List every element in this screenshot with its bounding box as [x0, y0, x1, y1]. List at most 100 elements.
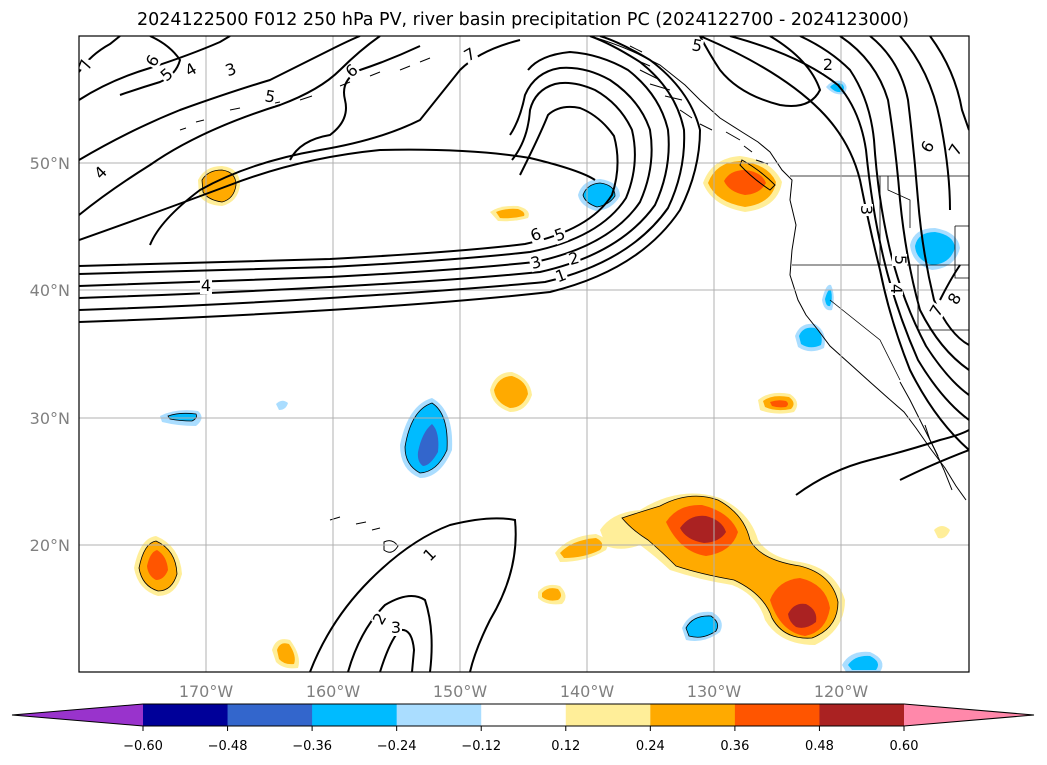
contour-label-bg	[143, 52, 163, 71]
graticule	[79, 36, 969, 672]
positive-anomaly	[788, 603, 817, 628]
negative-anomaly	[848, 655, 878, 670]
positive-anomaly	[934, 526, 950, 539]
contour-label-bg	[552, 267, 570, 286]
contour-label: 2	[823, 55, 833, 74]
pv-contour	[289, 45, 421, 161]
colorbar-label: 0.24	[636, 739, 665, 754]
positive-anomaly	[147, 550, 168, 580]
contour-label-bg	[200, 279, 212, 294]
map-frame	[78, 35, 970, 673]
pv-contour	[79, 36, 702, 323]
contour-label-bg	[157, 65, 177, 85]
colorbar-label: 0.36	[720, 739, 749, 754]
lon-label: 170°W	[179, 682, 234, 701]
colorbar-cell	[650, 704, 736, 726]
colorbar-label: −0.48	[208, 739, 248, 754]
positive-anomaly	[560, 538, 603, 558]
contour-label-bg	[822, 58, 834, 73]
positive-anomaly	[542, 588, 561, 601]
pv-contour	[795, 429, 969, 496]
pv-contour	[79, 105, 619, 267]
pv-contour	[929, 36, 969, 131]
contour-label-bg	[927, 302, 947, 321]
contour-label-bg	[551, 226, 569, 245]
contour-label-bg	[91, 163, 111, 183]
positive-anomaly	[496, 208, 525, 219]
pv-contour	[79, 66, 653, 287]
contour-label-bg	[370, 610, 390, 629]
colorbar-label: −0.60	[123, 739, 163, 754]
contour-label-bg	[566, 250, 582, 269]
contour-label-bg	[420, 545, 440, 565]
positive-anomaly	[770, 400, 788, 408]
gulf-coast	[924, 424, 939, 457]
contour-label: 3	[857, 205, 876, 215]
contour-label-bg	[689, 38, 705, 55]
lat-label: 50°N	[30, 154, 70, 173]
negative-anomaly	[825, 289, 832, 307]
pv-contour	[79, 50, 670, 299]
pv-contour	[79, 36, 231, 101]
colorbar-cell	[481, 704, 567, 726]
contour-label-bg	[182, 60, 201, 80]
contour-label: 3	[528, 252, 543, 273]
colorbar-cell	[819, 704, 905, 726]
contour-label-bg	[527, 226, 545, 245]
pv-contour	[699, 36, 822, 107]
colorbar-label: 0.48	[805, 739, 834, 754]
vancouver-island	[739, 159, 776, 191]
pv-contour	[347, 595, 433, 672]
colorbar-label: −0.36	[292, 739, 332, 754]
contour-label-bg	[858, 204, 873, 216]
pv-contour	[79, 148, 596, 241]
negative-anomaly	[168, 413, 197, 421]
pv-contour	[79, 36, 686, 311]
contour-label-bg	[342, 61, 362, 81]
contour-label-bg	[77, 56, 96, 74]
contour-label-bg	[528, 254, 544, 273]
precipitation-shading	[134, 80, 960, 672]
colorbar-label: 0.12	[551, 739, 580, 754]
lat-label: 30°N	[30, 409, 70, 428]
contour-label-bg	[390, 621, 402, 636]
hawaii-islands	[329, 516, 399, 553]
colorbar-label: −0.24	[377, 739, 417, 754]
contour-label-bg	[945, 290, 965, 309]
positive-anomaly	[202, 170, 236, 202]
pv-contour	[839, 36, 969, 371]
longitude-labels: 170°W 160°W 150°W 140°W 130°W 120°W	[179, 682, 869, 701]
colorbar-extend-max	[904, 704, 1034, 726]
pv-contours	[79, 36, 969, 672]
pv-contour	[309, 517, 517, 672]
lat-label: 20°N	[30, 536, 70, 555]
contour-label-bg	[888, 283, 903, 295]
colorbar-cell	[312, 704, 398, 726]
pv-contour	[79, 36, 361, 161]
positive-anomaly	[494, 376, 528, 408]
pv-contour	[899, 449, 969, 481]
lon-label: 120°W	[814, 682, 869, 701]
pv-contour	[729, 36, 969, 421]
north-america-coastline	[589, 36, 967, 501]
alaska-islands	[629, 45, 769, 165]
lon-label: 160°W	[306, 682, 361, 701]
pv-contour	[149, 39, 521, 246]
colorbar-extend-min	[12, 704, 143, 726]
colorbar-label: 0.60	[890, 739, 919, 754]
contour-label-bg	[222, 61, 240, 80]
pv-contour	[939, 264, 961, 301]
figure-title: 2024122500 F012 250 hPa PV, river basin …	[137, 10, 909, 30]
colorbar: −0.60 −0.48 −0.36 −0.24 −0.12 0.12 0.24 0.36 0.4…	[11, 703, 1035, 754]
lon-label: 130°W	[687, 682, 742, 701]
contour-label: 2	[566, 248, 581, 269]
negative-anomaly	[417, 424, 439, 466]
contour-label-bg	[918, 138, 938, 157]
pv-contour	[79, 36, 381, 216]
lon-label: 150°W	[433, 682, 488, 701]
lat-label: 40°N	[30, 281, 70, 300]
contour-label-bg	[892, 254, 907, 266]
colorbar-cell	[396, 704, 482, 726]
